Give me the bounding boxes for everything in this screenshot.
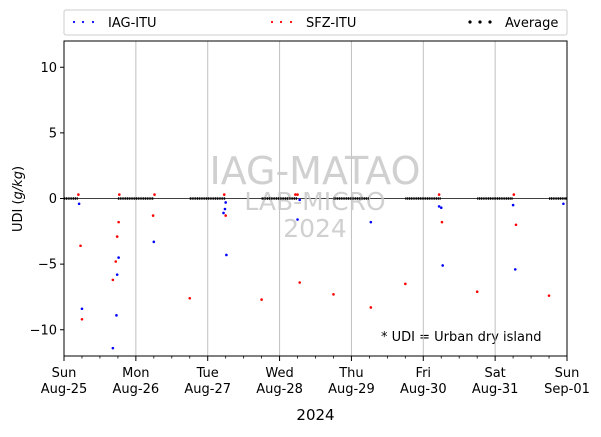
iag-itu-point: [152, 240, 156, 244]
iag-itu-point: [441, 264, 444, 267]
sfz-itu-point: [115, 235, 119, 238]
iag-itu-point: [437, 205, 441, 208]
udi-annotation: * UDI = Urban dry island: [381, 330, 541, 345]
legend-marker-average: [488, 20, 492, 24]
iag-itu-point: [513, 268, 517, 271]
watermark-line-3: 2024: [283, 214, 347, 243]
legend: IAG-ITU SFZ-ITU Average: [63, 9, 568, 36]
iag-itu-point: [222, 211, 225, 215]
watermark-line-1: IAG-MATAO: [209, 149, 420, 193]
legend-item-iag-itu: IAG-ITU: [72, 16, 157, 31]
x-tick-label-weekday: Sat: [484, 366, 505, 381]
sfz-itu-point: [440, 220, 444, 224]
iag-itu-point: [511, 203, 515, 207]
x-tick-label-date: Aug-27: [184, 382, 231, 397]
x-tick-label-date: Aug-29: [328, 382, 375, 397]
iag-itu-point: [369, 220, 373, 224]
x-tick-label-date: Aug-26: [113, 382, 160, 397]
y-axis-label-prefix: UDI (: [11, 199, 26, 232]
sfz-itu-point: [298, 281, 301, 284]
legend-label-average: Average: [505, 16, 558, 31]
legend-label-sfz-itu: SFZ-ITU: [306, 16, 356, 31]
x-tick-label-weekday: Thu: [338, 366, 363, 381]
sfz-itu-point: [294, 193, 297, 196]
sfz-itu-point: [222, 193, 226, 196]
iag-itu-point: [111, 346, 115, 350]
sfz-itu-point: [80, 317, 84, 321]
sfz-itu-point: [79, 244, 82, 248]
watermark: IAG-MATAO LAB-MICRO 2024: [209, 149, 420, 243]
y-tick-label: 0: [49, 192, 57, 207]
iag-itu-point: [115, 314, 118, 317]
iag-itu-point: [223, 207, 227, 211]
x-tick-label-weekday: Wed: [265, 366, 293, 381]
x-tick-label-weekday: Mon: [122, 366, 149, 381]
iag-itu-point: [439, 206, 443, 209]
sfz-itu-point: [114, 260, 118, 263]
x-tick-label-weekday: Fri: [416, 366, 432, 381]
axis-layer: −10−50510SunAug-25MonAug-26TueAug-27WedA…: [30, 40, 590, 397]
iag-itu-point: [296, 218, 299, 221]
iag-itu-point: [117, 256, 120, 259]
iag-itu-point: [77, 202, 81, 206]
iag-itu-point: [80, 307, 84, 311]
legend-marker-iag-itu: [81, 20, 85, 24]
sfz-itu-point: [224, 214, 227, 217]
y-tick-label: 5: [49, 126, 57, 141]
sfz-itu-point: [153, 193, 156, 196]
sfz-itu-point: [512, 193, 516, 196]
sfz-itu-point: [296, 193, 299, 196]
iag-itu-point: [298, 198, 301, 202]
x-tick-label-date: Aug-31: [472, 382, 519, 397]
y-tick-label: 10: [40, 61, 57, 76]
legend-marker-sfz-itu: [279, 20, 283, 24]
iag-itu-point: [115, 273, 119, 276]
legend-marker-average: [468, 20, 472, 24]
iag-itu-point: [225, 253, 228, 257]
sfz-itu-point: [475, 290, 479, 293]
sfz-itu-point: [260, 298, 263, 301]
sfz-itu-point: [118, 193, 121, 196]
legend-item-sfz-itu: SFZ-ITU: [270, 16, 356, 31]
iag-itu-point: [562, 202, 565, 206]
legend-marker-average: [478, 20, 482, 24]
legend-marker-iag-itu: [91, 20, 95, 24]
watermark-line-2: LAB-MICRO: [244, 187, 385, 216]
x-axis-label: 2024: [296, 406, 334, 424]
grid-layer: [64, 41, 567, 356]
x-tick-label-weekday: Tue: [196, 366, 219, 381]
y-axis-label-suffix: ): [11, 166, 26, 171]
legend-label-iag-itu: IAG-ITU: [108, 16, 157, 31]
x-tick-label-date: Aug-30: [400, 382, 447, 397]
sfz-itu-point: [332, 293, 335, 296]
sfz-itu-point: [151, 214, 155, 217]
iag-itu-point: [224, 201, 227, 204]
data-layer: [64, 193, 567, 350]
x-tick-label-weekday: Sun: [52, 366, 77, 381]
legend-item-average: Average: [468, 16, 558, 31]
legend-frame: [63, 9, 568, 36]
y-tick-label: −10: [30, 323, 57, 338]
legend-marker-sfz-itu: [270, 20, 274, 24]
x-tick-label-date: Aug-28: [256, 382, 303, 397]
x-tick-label-weekday: Sun: [555, 366, 580, 381]
y-axis-label-unit: g/kg: [11, 171, 26, 199]
sfz-itu-point: [404, 282, 407, 286]
sfz-itu-point: [111, 278, 115, 282]
legend-marker-iag-itu: [72, 20, 76, 24]
sfz-itu-point: [188, 296, 192, 300]
sfz-itu-point: [547, 294, 551, 297]
legend-marker-sfz-itu: [289, 20, 293, 24]
sfz-itu-point: [514, 223, 518, 227]
sfz-itu-point: [117, 220, 120, 224]
y-axis-label: UDI (g/kg): [11, 166, 26, 232]
sfz-itu-point: [369, 306, 373, 309]
x-tick-label-date: Aug-25: [41, 382, 88, 397]
y-tick-label: −5: [38, 258, 57, 273]
x-tick-label-date: Sep-01: [544, 382, 590, 397]
sfz-itu-point: [437, 193, 441, 196]
sfz-itu-point: [77, 193, 80, 196]
